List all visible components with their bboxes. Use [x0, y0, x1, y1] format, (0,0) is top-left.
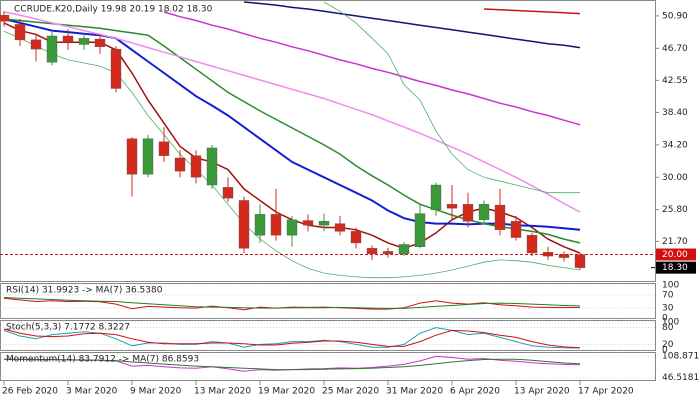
candle-body — [510, 221, 522, 238]
x-tick-label: 9 Mar 2020 — [130, 387, 182, 397]
candle-body — [446, 204, 458, 209]
y-tick-label: 21.70 — [662, 237, 688, 247]
candle-body — [270, 214, 282, 236]
x-tick-label: 13 Apr 2020 — [514, 387, 570, 397]
y-tick-label: 46.5181 — [662, 373, 699, 383]
candle-body — [142, 138, 154, 175]
last-price-label: 18.30 — [662, 263, 688, 273]
candle-body — [558, 254, 570, 258]
price-line-box — [656, 248, 696, 261]
y-tick-label: 46.70 — [662, 44, 688, 54]
indicator-line — [243, 1, 581, 49]
x-tick-label: 26 Feb 2020 — [2, 387, 58, 397]
rsi-title: RSI(14) 31.9923 -> MA(7) 36.5380 — [6, 286, 163, 296]
candle-body — [46, 35, 58, 63]
candle-body — [174, 157, 186, 172]
momentum-frame — [0, 352, 656, 381]
momentum-title: Momentum(14) 83.7912 -> MA(7) 86.8593 — [6, 355, 199, 365]
stoch-title: Stoch(5,3,3) 7.1772 8.3227 — [6, 323, 130, 333]
candle-body — [398, 244, 410, 254]
candle-body — [238, 200, 250, 249]
x-tick-label: 3 Mar 2020 — [66, 387, 118, 397]
candle-body — [334, 223, 346, 232]
indicator-line — [3, 297, 581, 311]
candle-body — [158, 141, 170, 156]
candle-body — [78, 38, 90, 45]
y-tick-label: 80 — [662, 323, 674, 333]
y-tick-label: 42.55 — [662, 76, 688, 86]
candle-body — [382, 251, 394, 254]
candle-body — [110, 48, 122, 89]
candle-body — [574, 254, 586, 268]
candle-body — [30, 39, 42, 50]
y-tick-label: 70 — [662, 290, 674, 300]
x-tick-label: 6 Apr 2020 — [450, 387, 500, 397]
candle-body — [302, 220, 314, 226]
candle-body — [222, 187, 234, 199]
y-tick-label: 0 — [662, 346, 668, 356]
x-tick-label: 31 Mar 2020 — [386, 387, 443, 397]
candle-body — [414, 213, 426, 247]
stoch-frame — [0, 320, 656, 351]
indicator-line — [163, 11, 581, 126]
y-tick-label: 50.90 — [662, 11, 688, 21]
y-tick-label: 38.40 — [662, 108, 688, 118]
y-tick-label: 100 — [662, 281, 679, 291]
chart-title: CCRUDE.K20,Daily 19.98 20.19 18.02 18.30 — [14, 5, 213, 15]
y-tick-label: 34.20 — [662, 140, 688, 150]
last-price-box — [656, 261, 696, 274]
candle-body — [14, 24, 26, 41]
candle-body — [494, 204, 506, 231]
candle-body — [126, 138, 138, 175]
candle-body — [0, 14, 10, 22]
y-tick-label: 108.871 — [662, 352, 699, 362]
candle-body — [366, 248, 378, 254]
candle-body — [190, 155, 202, 178]
indicator-line — [323, 1, 580, 194]
candle-body — [526, 235, 538, 254]
price-line-label: 20.00 — [662, 250, 688, 260]
x-tick-label: 19 Mar 2020 — [258, 387, 315, 397]
x-tick-label: 17 Apr 2020 — [578, 387, 634, 397]
indicator-line — [3, 297, 581, 309]
indicator-line — [4, 358, 581, 371]
candle-body — [254, 214, 266, 236]
candle-body — [206, 147, 218, 186]
x-tick-label: 25 Mar 2020 — [322, 387, 379, 397]
indicator-line — [3, 30, 581, 279]
candle-body — [350, 231, 362, 244]
y-tick-label: 0 — [662, 314, 668, 324]
y-tick-label: 30 — [662, 304, 674, 314]
y-tick-label: 30.00 — [662, 173, 688, 183]
indicator-line — [3, 11, 581, 213]
candle-body — [462, 204, 474, 222]
indicator-line — [3, 328, 581, 349]
y-tick-label: 100 — [662, 318, 679, 328]
candle-body — [94, 38, 106, 47]
candle-body — [286, 219, 298, 236]
main-frame — [0, 0, 656, 282]
y-tick-label: 20 — [662, 340, 674, 350]
candle-body — [478, 204, 490, 220]
candle-body — [430, 184, 442, 210]
candle-body — [318, 221, 330, 226]
y-tick-label: 25.80 — [662, 205, 688, 215]
x-tick-label: 13 Mar 2020 — [194, 387, 251, 397]
rsi-frame — [0, 283, 656, 319]
candle-body — [62, 35, 74, 43]
indicator-line — [483, 8, 581, 15]
